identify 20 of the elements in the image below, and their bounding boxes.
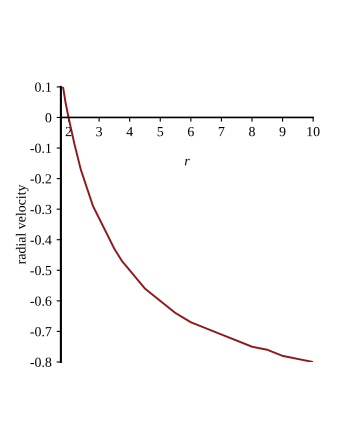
y-tick-label: -0.5 (30, 266, 52, 276)
y-tick-label: -0.3 (30, 204, 52, 214)
y-tick-label: -0.1 (30, 144, 52, 154)
y-tick-label: -0.6 (30, 296, 52, 306)
x-tick-label: 3 (96, 126, 102, 136)
y-tick-label: -0.7 (30, 327, 52, 336)
y-tick-label: 0.1 (35, 82, 52, 92)
y-tick-label: -0.2 (30, 174, 52, 184)
x-tick-label: 9 (280, 126, 286, 136)
x-tick-label: 4 (126, 127, 133, 136)
y-tick-label: -0.8 (30, 358, 52, 367)
x-tick-label: 5 (158, 127, 164, 136)
x-axis-title: r (184, 158, 190, 166)
y-axis-title: radial velocity (16, 184, 28, 264)
x-tick-label: 7 (218, 127, 224, 136)
x-tick-label: 10 (307, 126, 320, 136)
y-tick-label: -0.4 (30, 235, 52, 245)
x-tick-label: 6 (188, 126, 194, 136)
y-tick-label: 0 (45, 113, 52, 122)
x-tick-label: 8 (249, 126, 255, 136)
